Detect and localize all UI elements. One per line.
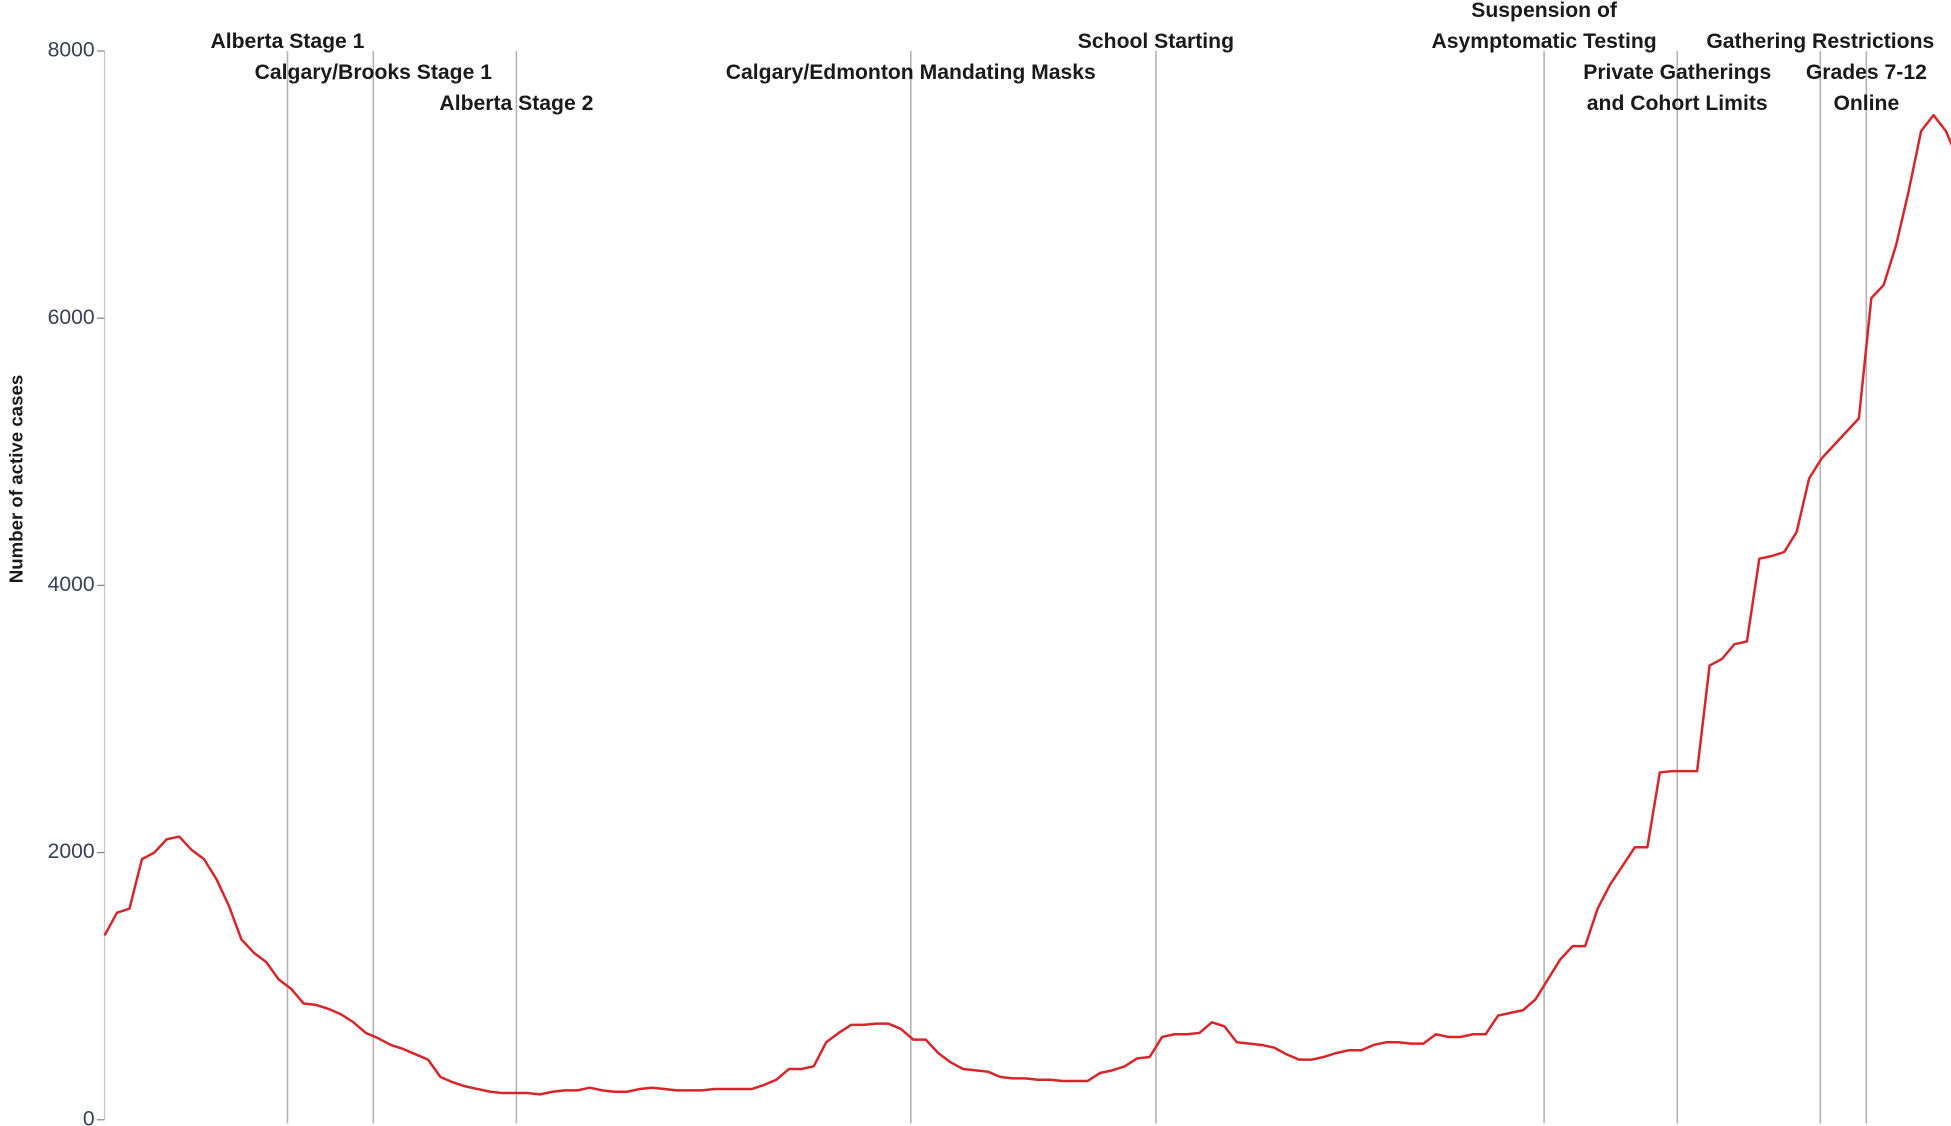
- event-label: Suspension of: [1471, 0, 1618, 22]
- event-label: Alberta Stage 2: [439, 92, 593, 115]
- event-label: Asymptomatic Testing: [1432, 30, 1657, 53]
- y-tick-label: 0: [83, 1107, 95, 1126]
- event-label: Alberta Stage 1: [210, 30, 364, 53]
- event-label: Gathering Restrictions: [1706, 30, 1934, 53]
- event-label: School Starting: [1078, 30, 1234, 53]
- y-tick-label: 6000: [48, 306, 95, 329]
- data-line: [103, 113, 1951, 1096]
- event-label: Calgary/Edmonton Mandating Masks: [726, 61, 1096, 84]
- event-label: Private Gatherings: [1583, 61, 1771, 84]
- event-label: Grades 7-12: [1806, 61, 1927, 84]
- event-label: Online: [1833, 92, 1899, 115]
- y-tick-label: 4000: [48, 573, 95, 596]
- y-axis-title: Number of active cases: [5, 375, 26, 583]
- y-tick-label: 2000: [48, 840, 95, 863]
- y-tick-label: 8000: [48, 39, 95, 62]
- event-label: Calgary/Brooks Stage 1: [255, 61, 493, 84]
- event-label: and Cohort Limits: [1587, 92, 1768, 115]
